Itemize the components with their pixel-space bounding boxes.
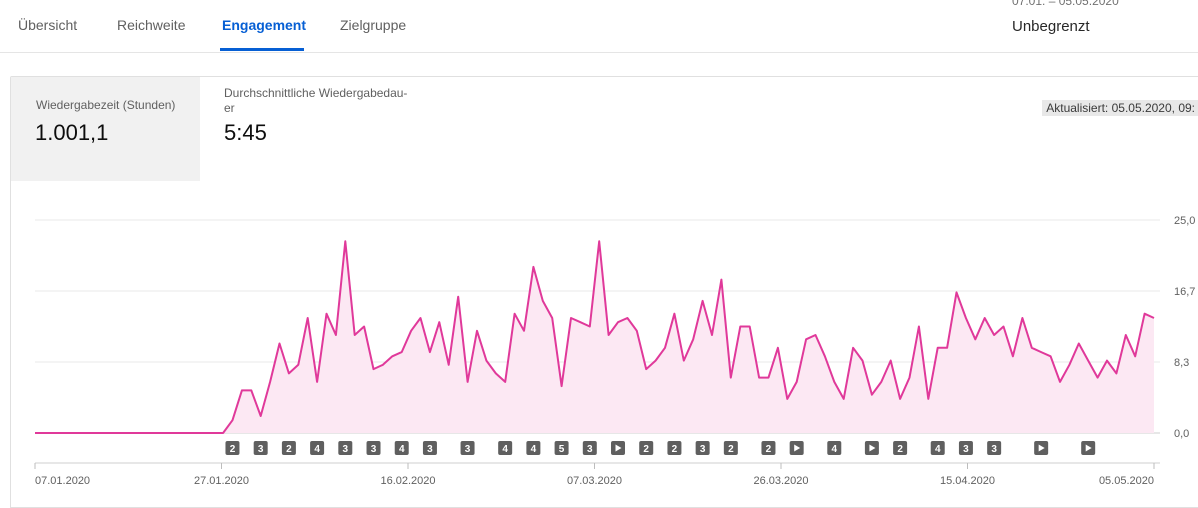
video-marker-count[interactable]: 2 xyxy=(639,441,654,455)
svg-text:2: 2 xyxy=(286,444,292,455)
metric-tab-avg-duration[interactable]: Durchschnittliche Wiedergabedau- er 5:45 xyxy=(200,77,420,181)
y-tick-label: 16,7 xyxy=(1174,286,1195,298)
tab-bar: Übersicht Reichweite Engagement Zielgrup… xyxy=(0,0,1198,53)
video-marker-count[interactable]: 2 xyxy=(893,441,908,455)
date-range-selector[interactable]: Unbegrenzt xyxy=(1012,18,1090,35)
x-tick-label: 27.01.2020 xyxy=(194,475,249,487)
video-marker-count[interactable]: 5 xyxy=(554,441,569,455)
svg-text:4: 4 xyxy=(502,444,508,455)
y-axis-ticks: 25,0 16,7 8,3 0,0 xyxy=(1174,215,1195,440)
svg-text:3: 3 xyxy=(991,444,997,455)
svg-text:3: 3 xyxy=(465,444,471,455)
video-marker-count[interactable]: 2 xyxy=(225,441,240,455)
x-tick-label: 07.01.2020 xyxy=(35,475,90,487)
video-marker-count[interactable]: 2 xyxy=(761,441,776,455)
svg-text:2: 2 xyxy=(230,444,236,455)
svg-text:5: 5 xyxy=(559,444,565,455)
svg-text:2: 2 xyxy=(672,444,678,455)
tab-uebersicht[interactable]: Übersicht xyxy=(18,17,78,33)
video-marker-count[interactable]: 2 xyxy=(667,441,682,455)
video-marker-count[interactable]: 3 xyxy=(695,441,710,455)
svg-text:2: 2 xyxy=(897,444,903,455)
video-marker-count[interactable]: 3 xyxy=(460,441,475,455)
video-marker-count[interactable]: 4 xyxy=(930,441,945,455)
x-tick-label: 26.03.2020 xyxy=(753,475,808,487)
video-marker-play[interactable] xyxy=(789,441,804,455)
svg-text:4: 4 xyxy=(531,444,537,455)
metric-label-avg-duration-line2: er xyxy=(224,101,235,115)
tab-reichweite[interactable]: Reichweite xyxy=(117,17,186,33)
video-marker-play[interactable] xyxy=(1081,441,1096,455)
active-tab-indicator xyxy=(220,48,304,51)
tab-zielgruppe[interactable]: Zielgruppe xyxy=(340,17,407,33)
metric-label-watch-time: Wiedergabezeit (Stunden) xyxy=(36,98,176,112)
video-marker-count[interactable]: 4 xyxy=(827,441,842,455)
video-marker-count[interactable]: 3 xyxy=(253,441,268,455)
tab-engagement[interactable]: Engagement xyxy=(222,17,307,33)
y-tick-label: 0,0 xyxy=(1174,428,1189,440)
x-tick-label: 15.04.2020 xyxy=(940,475,995,487)
video-marker-count[interactable]: 2 xyxy=(281,441,296,455)
svg-text:3: 3 xyxy=(427,444,433,455)
video-marker-count[interactable]: 3 xyxy=(366,441,381,455)
video-marker-count[interactable]: 3 xyxy=(422,441,437,455)
svg-text:3: 3 xyxy=(258,444,264,455)
svg-text:2: 2 xyxy=(728,444,734,455)
x-tick-label: 07.03.2020 xyxy=(567,475,622,487)
svg-text:4: 4 xyxy=(399,444,405,455)
svg-text:4: 4 xyxy=(314,444,320,455)
svg-text:4: 4 xyxy=(832,444,838,455)
video-marker-count[interactable]: 3 xyxy=(338,441,353,455)
chart-area-fill xyxy=(35,241,1154,433)
x-tick-label: 16.02.2020 xyxy=(380,475,435,487)
video-marker-count[interactable]: 3 xyxy=(958,441,973,455)
svg-text:4: 4 xyxy=(935,444,941,455)
metric-label-avg-duration-line1: Durchschnittliche Wiedergabedau- xyxy=(224,86,408,100)
x-tick-label: 05.05.2020 xyxy=(1099,475,1154,487)
video-marker-count[interactable]: 4 xyxy=(394,441,409,455)
metric-value-watch-time: 1.001,1 xyxy=(35,120,109,145)
chart-series-line xyxy=(35,240,1155,434)
svg-text:3: 3 xyxy=(587,444,593,455)
date-range-label: 07.01. – 05.05.2020 xyxy=(1012,0,1119,8)
svg-text:2: 2 xyxy=(766,444,772,455)
svg-text:3: 3 xyxy=(963,444,969,455)
x-axis-ticks: 07.01.2020 27.01.2020 16.02.2020 07.03.2020… xyxy=(34,462,1160,487)
analytics-card: Wiedergabezeit (Stunden) 1.001,1 Durchsc… xyxy=(10,76,1198,508)
svg-text:3: 3 xyxy=(371,444,377,455)
video-marker-count[interactable]: 4 xyxy=(526,441,541,455)
video-marker-count[interactable]: 4 xyxy=(310,441,325,455)
y-tick-label: 8,3 xyxy=(1174,357,1189,369)
svg-text:3: 3 xyxy=(343,444,349,455)
video-marker-count[interactable]: 3 xyxy=(582,441,597,455)
y-tick-label: 25,0 xyxy=(1174,215,1195,227)
svg-text:2: 2 xyxy=(643,444,649,455)
updated-badge: Aktualisiert: 05.05.2020, 09: xyxy=(1042,100,1198,116)
video-marker-count[interactable]: 3 xyxy=(987,441,1002,455)
video-marker-play[interactable] xyxy=(864,441,879,455)
video-markers: 2 3 2 4 3 3 4 3 3 4 4 5 3 2 2 3 2 2 4 2 4 3 3 xyxy=(225,441,1096,455)
video-marker-play[interactable] xyxy=(611,441,626,455)
svg-text:3: 3 xyxy=(700,444,706,455)
video-marker-count[interactable]: 4 xyxy=(498,441,513,455)
metric-tab-watch-time[interactable]: Wiedergabezeit (Stunden) 1.001,1 xyxy=(11,77,200,181)
video-marker-play[interactable] xyxy=(1034,441,1049,455)
metric-value-avg-duration: 5:45 xyxy=(224,120,267,145)
video-marker-count[interactable]: 2 xyxy=(723,441,738,455)
